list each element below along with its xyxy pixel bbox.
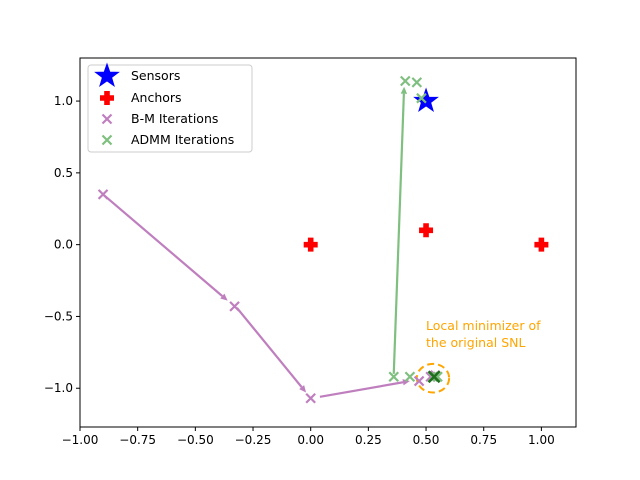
x-tick-label: 1.00 bbox=[528, 433, 555, 447]
annotation-line-1: Local minimizer of bbox=[426, 318, 541, 333]
point-anchors-1 bbox=[419, 223, 434, 238]
arrow-shaft-b-m-iterations-1 bbox=[236, 307, 303, 388]
x-axis: −1.00 −0.75 −0.50 −0.25 0.00 0.25 0.50 0.75 1.00 bbox=[62, 427, 555, 447]
legend-label-admm-iterations: ADMM Iterations bbox=[131, 132, 234, 147]
point-b-m-iterations-1 bbox=[229, 301, 240, 312]
local-minimizer-marker-0 bbox=[427, 370, 441, 384]
y-tick-label: 0.0 bbox=[54, 238, 73, 252]
arrow-head-b-m-iterations-1 bbox=[299, 385, 307, 393]
legend-marker-b-m-iterations bbox=[101, 113, 113, 125]
annotation-line-2: the original SNL bbox=[426, 335, 525, 350]
x-tick-label: 0.25 bbox=[355, 433, 382, 447]
point-anchors-2 bbox=[534, 237, 549, 252]
arrow-shaft-b-m-iterations-2 bbox=[319, 381, 404, 398]
point-anchors-0 bbox=[303, 237, 318, 252]
y-tick-label: 1.0 bbox=[54, 94, 73, 108]
legend-marker-sensors bbox=[94, 62, 120, 87]
point-b-m-iterations-2 bbox=[305, 393, 316, 404]
x-tick-label: 0.00 bbox=[297, 433, 324, 447]
point-admm-iterations-0 bbox=[388, 371, 400, 383]
arrow-head-admm-iterations-3 bbox=[400, 86, 408, 94]
legend-marker-anchors bbox=[100, 91, 114, 105]
x-tick-label: −0.25 bbox=[235, 433, 272, 447]
y-tick-label: −1.0 bbox=[44, 381, 73, 395]
point-admm-iterations-4 bbox=[404, 371, 416, 383]
arrow-shaft-b-m-iterations-0 bbox=[102, 193, 224, 297]
point-b-m-iterations-3 bbox=[413, 375, 425, 387]
y-tick-label: 0.5 bbox=[54, 166, 73, 180]
arrows-layer bbox=[102, 86, 410, 398]
legend-label-anchors: Anchors bbox=[131, 90, 182, 105]
point-sensors-0 bbox=[413, 87, 439, 113]
x-tick-label: −0.75 bbox=[119, 433, 156, 447]
legend-label-sensors: Sensors bbox=[131, 68, 180, 83]
y-axis: −1.0 −0.5 0.0 0.5 1.0 bbox=[44, 94, 80, 395]
legend-box bbox=[87, 64, 253, 153]
point-admm-iterations-6 bbox=[432, 371, 443, 383]
legend: Sensors Anchors B-M Iterations ADMM Iter… bbox=[87, 62, 253, 153]
point-admm-iterations-3 bbox=[416, 92, 427, 104]
point-admm-iterations-1 bbox=[400, 75, 411, 87]
y-tick-label: −0.5 bbox=[44, 309, 73, 323]
points-layer bbox=[97, 75, 549, 404]
arrow-head-b-m-iterations-0 bbox=[220, 293, 228, 301]
x-tick-label: 0.50 bbox=[413, 433, 440, 447]
x-tick-label: −1.00 bbox=[62, 433, 99, 447]
legend-marker-admm-iterations bbox=[101, 134, 113, 146]
point-b-m-iterations-0 bbox=[97, 189, 109, 200]
point-admm-iterations-2 bbox=[411, 77, 423, 88]
legend-label-bm-iterations: B-M Iterations bbox=[131, 111, 218, 126]
arrow-head-b-m-iterations-2 bbox=[402, 379, 410, 386]
x-tick-label: −0.50 bbox=[177, 433, 214, 447]
annotation: Local minimizer of the original SNL bbox=[426, 318, 541, 350]
arrow-shaft-admm-iterations-3 bbox=[392, 93, 405, 374]
x-tick-label: 0.75 bbox=[470, 433, 497, 447]
